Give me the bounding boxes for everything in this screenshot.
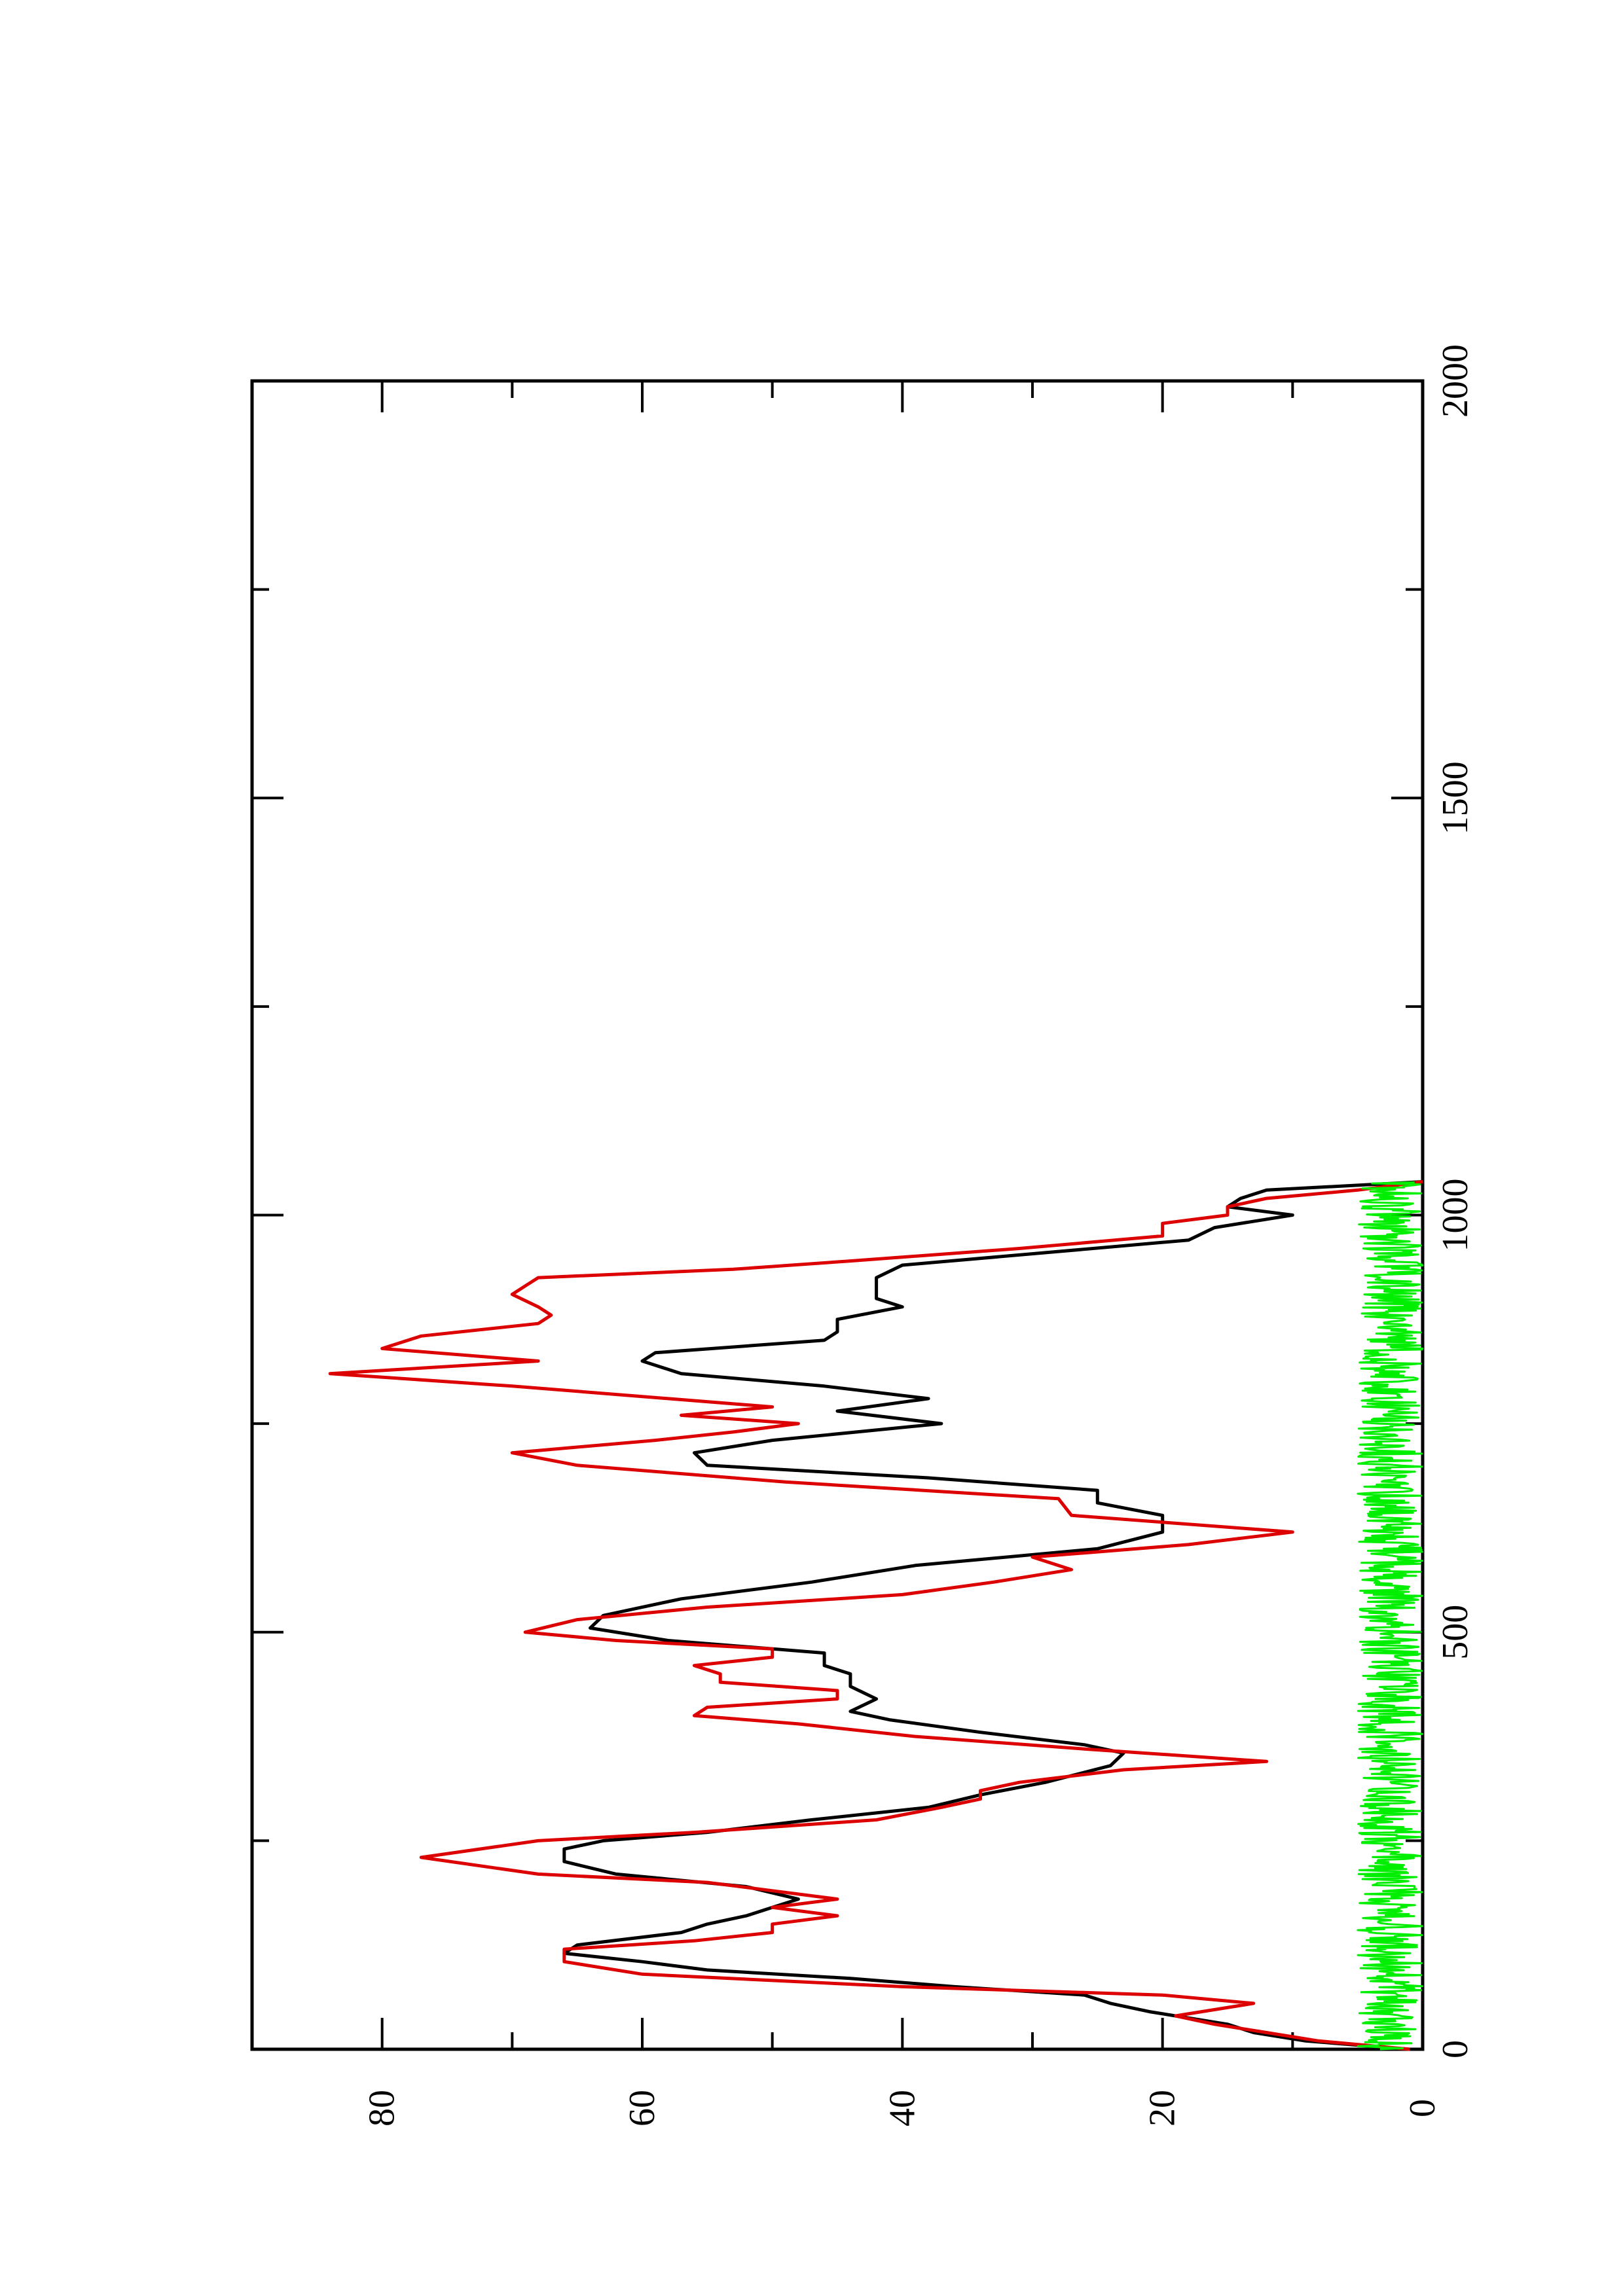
y-tick-label: 20 bbox=[1142, 2090, 1183, 2126]
y-tick-label: 60 bbox=[622, 2090, 663, 2126]
plot-frame bbox=[250, 379, 1425, 2051]
series-line-2 bbox=[328, 1180, 1423, 2051]
y-tick-label: 0 bbox=[1402, 2099, 1443, 2117]
tick-labels: 0 500 1000 1500 2000 0 20 40 60 80 bbox=[362, 344, 1476, 2126]
y-tick-label: 40 bbox=[882, 2090, 922, 2126]
x-tick-label: 1000 bbox=[1435, 1179, 1476, 1252]
chart-series bbox=[328, 1180, 1424, 2051]
series-line-1 bbox=[562, 1180, 1423, 2051]
series-line-3 bbox=[1357, 1181, 1424, 2051]
x-tick-label: 0 bbox=[1435, 2040, 1476, 2058]
axis-ticks bbox=[252, 380, 1424, 2051]
y-tick-label: 80 bbox=[362, 2090, 403, 2126]
x-tick-label: 500 bbox=[1435, 1605, 1476, 1660]
x-tick-label: 1500 bbox=[1435, 761, 1476, 834]
x-tick-label: 2000 bbox=[1435, 344, 1476, 418]
